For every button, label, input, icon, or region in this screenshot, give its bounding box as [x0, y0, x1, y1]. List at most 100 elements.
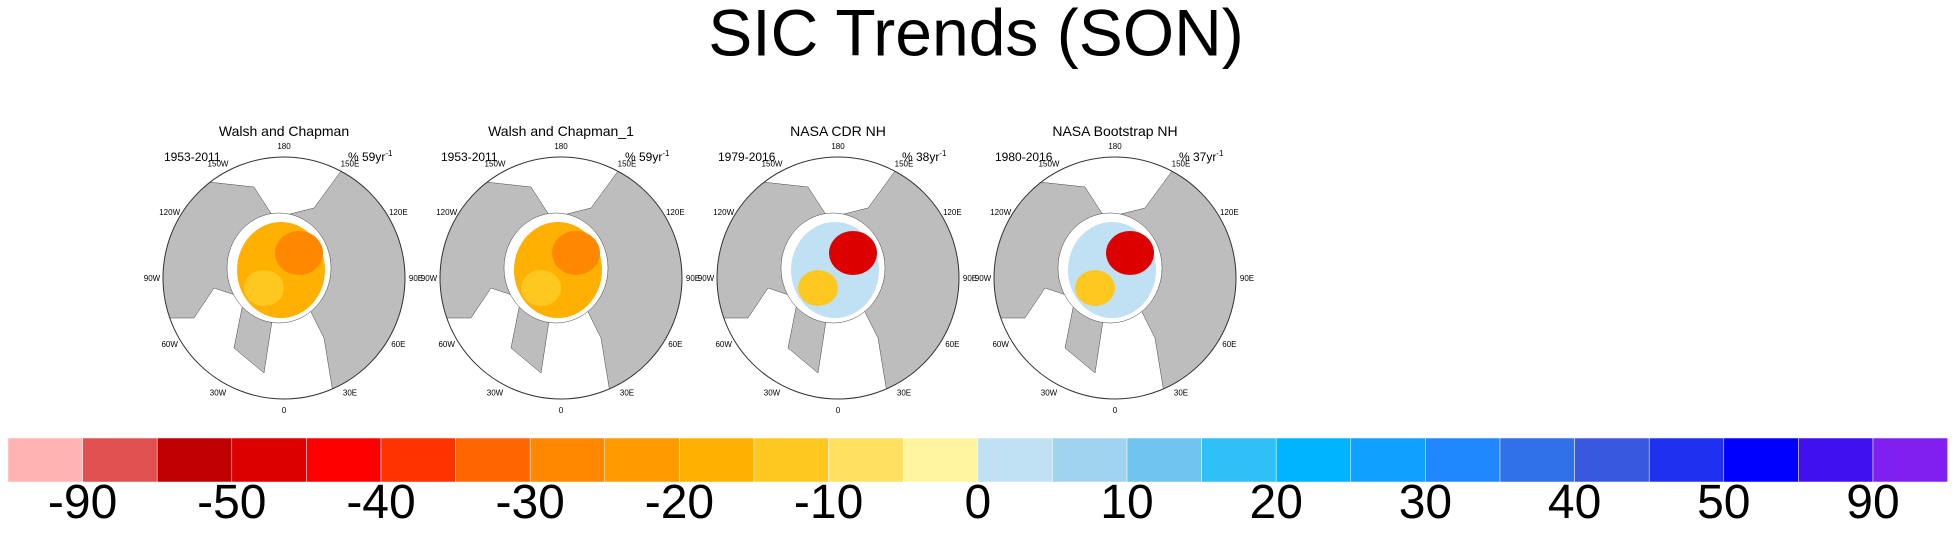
colorbar-box	[231, 437, 307, 483]
colorbar-label: 90	[1846, 476, 1899, 529]
longitude-label: 30E	[897, 388, 911, 397]
panel-period: 1953-2011	[164, 150, 221, 164]
colorbar-box	[977, 437, 1053, 483]
longitude-label: 60E	[391, 340, 405, 349]
longitude-label: 150W	[762, 160, 783, 169]
colorbar-box	[82, 437, 158, 483]
map-border	[162, 156, 406, 400]
longitude-label: 60E	[945, 340, 959, 349]
ice-trend	[829, 231, 877, 275]
panel-units: % 59yr-1	[625, 149, 670, 164]
ice-trend	[521, 270, 561, 306]
longitude-label: 30W	[1041, 388, 1058, 397]
colorbar-box	[306, 437, 382, 483]
longitude-label: 30E	[1174, 388, 1188, 397]
longitude-label: 90W	[421, 274, 438, 283]
longitude-label: 30W	[210, 388, 227, 397]
panel-title: Walsh and Chapman_1	[488, 123, 634, 139]
map-panel: NASA CDR NH 1979-2016 % 38yr-1 180 150E 120E 9…	[698, 123, 977, 415]
longitude-label: 90E	[1240, 274, 1254, 283]
units-text: % 59yr	[625, 150, 662, 164]
longitude-label: 30W	[764, 388, 781, 397]
ice-trend	[244, 270, 284, 306]
ice-trend	[552, 231, 600, 275]
colorbar-box	[1798, 437, 1874, 483]
ice-trend	[1106, 231, 1154, 275]
longitude-label: 150E	[1172, 160, 1191, 169]
longitude-label: 90W	[975, 274, 992, 283]
longitude-label: 120W	[990, 208, 1011, 217]
colorbar-box	[380, 437, 456, 483]
map-panel: NASA Bootstrap NH 1980-2016 % 37yr-1 180 150…	[975, 123, 1254, 415]
units-exponent: -1	[662, 149, 670, 158]
longitude-label: 180	[554, 142, 568, 151]
units-text: % 37yr	[1179, 150, 1216, 164]
longitude-label: 150E	[618, 160, 637, 169]
map	[440, 157, 682, 399]
longitude-label: 60E	[668, 340, 682, 349]
panel-title: Walsh and Chapman	[219, 123, 349, 139]
panel-period: 1979-2016	[718, 150, 776, 164]
map	[994, 157, 1236, 399]
longitude-label: 60W	[438, 340, 455, 349]
panel-period: 1953-2011	[441, 150, 498, 164]
panel-title: NASA CDR NH	[790, 123, 886, 139]
longitude-label: 150E	[341, 160, 360, 169]
colorbar-box	[902, 437, 979, 483]
map-border	[716, 156, 960, 400]
units-exponent: -1	[939, 149, 947, 158]
longitude-label: 30E	[620, 388, 634, 397]
map-border	[439, 156, 683, 400]
colorbar-box	[828, 437, 904, 483]
ice-trend	[275, 231, 323, 275]
colorbar-box	[7, 437, 83, 483]
longitude-label: 150W	[485, 160, 506, 169]
longitude-label: 60W	[992, 340, 1009, 349]
colorbar-label: 10	[1100, 476, 1153, 529]
longitude-label: 180	[1108, 142, 1122, 151]
colorbar-label: -20	[645, 476, 714, 529]
longitude-label: 120W	[436, 208, 457, 217]
longitude-label: 60W	[161, 340, 178, 349]
colorbar-box	[753, 437, 829, 483]
colorbar-box	[1126, 437, 1202, 483]
units-exponent: -1	[385, 149, 393, 158]
colorbar-label: 20	[1250, 476, 1303, 529]
map	[163, 157, 405, 399]
longitude-label: 60E	[1222, 340, 1236, 349]
colorbar-label: 0	[964, 476, 991, 529]
colorbar-label: -10	[794, 476, 863, 529]
longitude-label: 90E	[963, 274, 977, 283]
longitude-label: 0	[1113, 406, 1118, 415]
map-border	[993, 156, 1237, 400]
longitude-label: 0	[282, 406, 287, 415]
longitude-label: 120W	[713, 208, 734, 217]
longitude-label: 90E	[409, 274, 423, 283]
colorbar-box	[455, 437, 531, 483]
ice-trend	[1075, 270, 1115, 306]
colorbar-label: -30	[496, 476, 565, 529]
longitude-label: 120E	[1220, 208, 1239, 217]
longitude-label: 180	[277, 142, 291, 151]
colorbar-box	[1723, 437, 1799, 483]
longitude-label: 120E	[943, 208, 962, 217]
map	[717, 157, 959, 399]
longitude-label: 30W	[487, 388, 504, 397]
figure-title: SIC Trends (SON)	[708, 0, 1243, 69]
colorbar-box	[1275, 437, 1352, 483]
colorbar-box	[679, 437, 755, 483]
colorbar-label: -40	[346, 476, 415, 529]
longitude-label: 150E	[895, 160, 914, 169]
ice-trend	[798, 270, 838, 306]
colorbar-label: 40	[1548, 476, 1601, 529]
units-exponent: -1	[1216, 149, 1224, 158]
longitude-label: 120W	[159, 208, 180, 217]
panel-units: % 38yr-1	[902, 149, 947, 164]
longitude-label: 180	[831, 142, 845, 151]
colorbar-label: 30	[1399, 476, 1452, 529]
longitude-label: 60W	[715, 340, 732, 349]
map-panel: Walsh and Chapman 1953-2011 % 59yr-1 180 150…	[144, 123, 423, 415]
colorbar-box	[1350, 437, 1426, 483]
colorbar-box	[1872, 437, 1948, 483]
